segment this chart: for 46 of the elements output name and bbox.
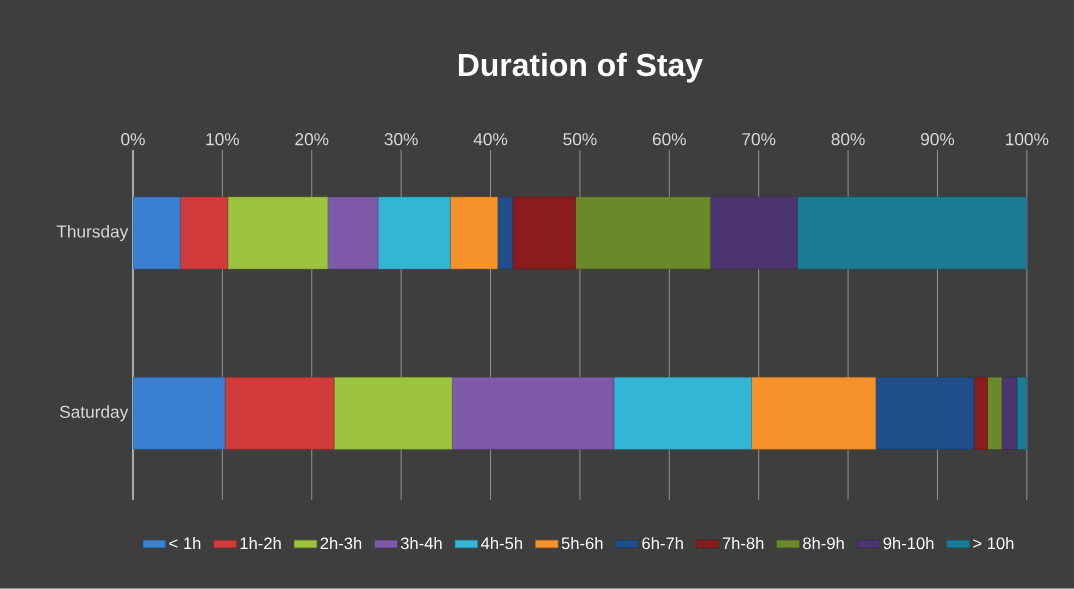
x-tick-label: 10%: [206, 133, 240, 146]
bar: [327, 196, 379, 270]
chart-title: Duration of Stay: [458, 52, 703, 83]
legend-label: 9h-10h: [883, 537, 934, 550]
bar: [451, 377, 615, 450]
x-tick-label: 100%: [1006, 133, 1049, 146]
bar: [575, 196, 711, 270]
legend-label: 6h-7h: [642, 537, 683, 550]
x-tick-label: 40%: [473, 133, 508, 146]
legend-label: > 10h: [973, 537, 1014, 550]
x-tick-label: 60%: [652, 133, 686, 146]
bar: [132, 377, 226, 450]
bar: [512, 196, 576, 270]
bar: [796, 196, 1027, 270]
bar: [1001, 377, 1018, 450]
bar: [377, 196, 451, 270]
bar: [132, 196, 181, 270]
legend-label: < 1h: [169, 537, 201, 550]
legend-label: 4h-5h: [480, 537, 522, 550]
bar: [333, 377, 453, 450]
x-tick-label: 90%: [920, 133, 955, 146]
legend-label: 8h-9h: [803, 537, 844, 550]
legend-label: 5h-6h: [561, 537, 603, 550]
bar: [227, 196, 329, 270]
bar: [450, 196, 498, 270]
x-tick-label: 80%: [831, 133, 865, 146]
x-tick-label: 20%: [295, 133, 329, 146]
x-tick-label: 30%: [384, 133, 418, 146]
x-tick-label: 0%: [121, 133, 145, 146]
bar: [180, 196, 229, 270]
x-tick-label: 50%: [563, 133, 597, 146]
legend-label: 2h-3h: [320, 537, 362, 550]
bar: [710, 196, 798, 270]
legend-label: 1h-2h: [240, 537, 281, 550]
y-tick-label: Saturday: [59, 405, 129, 422]
x-tick-label: 70%: [742, 133, 776, 146]
bar: [613, 377, 752, 450]
bar: [497, 196, 514, 270]
bar: [973, 377, 988, 450]
bar: [987, 377, 1003, 450]
bar: [875, 377, 975, 450]
bar: [751, 377, 877, 450]
legend-label: 3h-4h: [400, 537, 442, 550]
bar: [224, 377, 335, 450]
y-tick-label: Thursday: [56, 225, 129, 242]
legend-label: 7h-8h: [722, 537, 764, 550]
